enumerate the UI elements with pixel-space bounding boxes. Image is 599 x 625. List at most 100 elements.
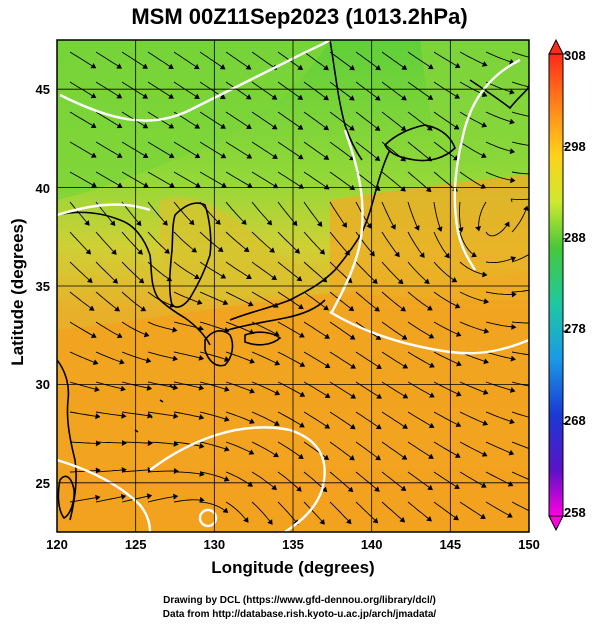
streamline (459, 501, 486, 519)
streamline (303, 441, 329, 460)
streamline (95, 441, 127, 444)
streamline-arrow (91, 182, 97, 188)
streamline (147, 141, 174, 158)
streamline-arrow (249, 358, 255, 364)
streamline (303, 111, 329, 131)
streamline-arrow (349, 455, 355, 461)
streamline (381, 231, 400, 257)
streamline (95, 381, 126, 390)
y-tick-label: 45 (35, 82, 50, 98)
streamline (303, 351, 330, 368)
streamline (95, 51, 122, 69)
streamline-arrow (537, 385, 541, 390)
streamline-arrow (266, 220, 273, 226)
streamline-arrow (429, 362, 435, 368)
streamline-arrow (142, 63, 148, 69)
streamline (95, 171, 123, 188)
streamline-arrow (482, 420, 489, 426)
streamline (173, 381, 204, 390)
streamline (407, 51, 434, 70)
streamline (277, 261, 302, 282)
streamline (459, 291, 489, 303)
streamline (433, 501, 459, 521)
streamline (251, 111, 278, 130)
streamline (277, 441, 304, 459)
colorbar-tick-label: 268 (564, 413, 586, 428)
streamline (69, 51, 96, 69)
streamline-arrow (142, 93, 149, 99)
streamline-arrow (349, 334, 356, 340)
streamline-arrow (274, 360, 281, 366)
streamline-arrow (215, 219, 221, 225)
streamline-arrow (138, 278, 145, 284)
streamline-arrow (399, 517, 406, 523)
streamline-arrow (84, 220, 90, 226)
streamline-arrow (509, 118, 515, 125)
streamline (381, 441, 407, 460)
streamline (433, 471, 460, 489)
streamline (433, 111, 460, 130)
streamline-arrow (537, 86, 541, 91)
streamline (199, 261, 226, 279)
streamline (355, 441, 381, 461)
streamline (355, 291, 380, 312)
streamline-arrow (323, 154, 330, 160)
streamline (251, 81, 277, 100)
streamline-arrow (140, 306, 147, 312)
streamline-arrow (523, 205, 529, 212)
streamline (329, 141, 355, 161)
streamline (95, 411, 126, 417)
streamline (95, 291, 120, 312)
colorbar-tick-label: 308 (564, 48, 586, 63)
streamline-arrow (146, 493, 153, 500)
streamline-arrow (272, 124, 278, 130)
streamline-arrow (298, 154, 304, 160)
streamline (173, 411, 204, 419)
streamline-arrow (94, 386, 100, 393)
streamline (147, 321, 177, 332)
streamline-arrow (168, 153, 175, 159)
streamline (173, 261, 200, 279)
streamline (95, 81, 122, 99)
streamline (329, 51, 355, 71)
streamline (225, 51, 251, 70)
streamline (69, 261, 93, 283)
x-tick-label: 120 (46, 537, 68, 552)
streamline (251, 411, 280, 426)
streamline-arrow (471, 252, 477, 258)
streamline-arrow (241, 219, 247, 225)
streamline (355, 261, 378, 284)
streamline-arrow (298, 453, 304, 459)
streamline-arrow (319, 519, 325, 525)
colorbar (548, 38, 568, 532)
streamline-arrow (194, 153, 201, 159)
streamline (147, 495, 178, 503)
streamline-arrow (85, 249, 92, 255)
streamline-arrow (248, 301, 254, 307)
streamline-arrow (427, 94, 434, 100)
streamline-arrow (323, 454, 330, 461)
streamline (251, 381, 280, 395)
streamline-arrow (325, 393, 331, 398)
streamline (95, 321, 123, 338)
streamline-arrow (274, 390, 281, 396)
streamline (147, 81, 174, 99)
streamline-arrow (376, 393, 382, 399)
streamline-arrow (114, 306, 120, 312)
streamline (511, 501, 529, 512)
streamline-arrow (375, 334, 382, 340)
streamline-arrow (348, 486, 354, 493)
streamline-arrow (220, 123, 226, 129)
streamline-arrow (249, 388, 255, 394)
streamline-arrow (427, 485, 433, 491)
streamline (277, 321, 305, 338)
streamline-arrow (348, 306, 355, 312)
streamline (174, 471, 204, 476)
streamline-arrow (224, 446, 230, 452)
streamline (407, 411, 434, 428)
streamline (121, 51, 148, 69)
streamline (121, 171, 149, 188)
streamline-arrow (341, 222, 347, 228)
streamline (121, 351, 151, 362)
